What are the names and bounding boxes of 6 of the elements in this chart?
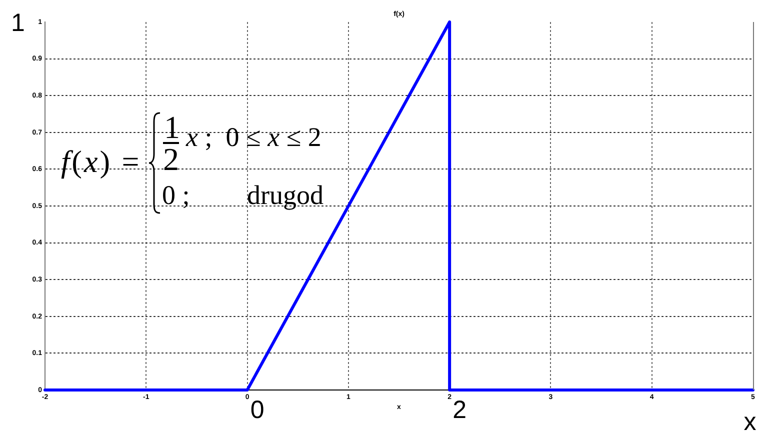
text: 1 <box>11 8 25 37</box>
annotation: 0 ; <box>162 180 190 210</box>
annotation: x ; 0 ≤ x ≤ 2 <box>186 122 322 152</box>
annotation: f(x) = <box>61 144 142 179</box>
annotation: drugod <box>247 180 324 210</box>
text: x <box>744 408 757 433</box>
